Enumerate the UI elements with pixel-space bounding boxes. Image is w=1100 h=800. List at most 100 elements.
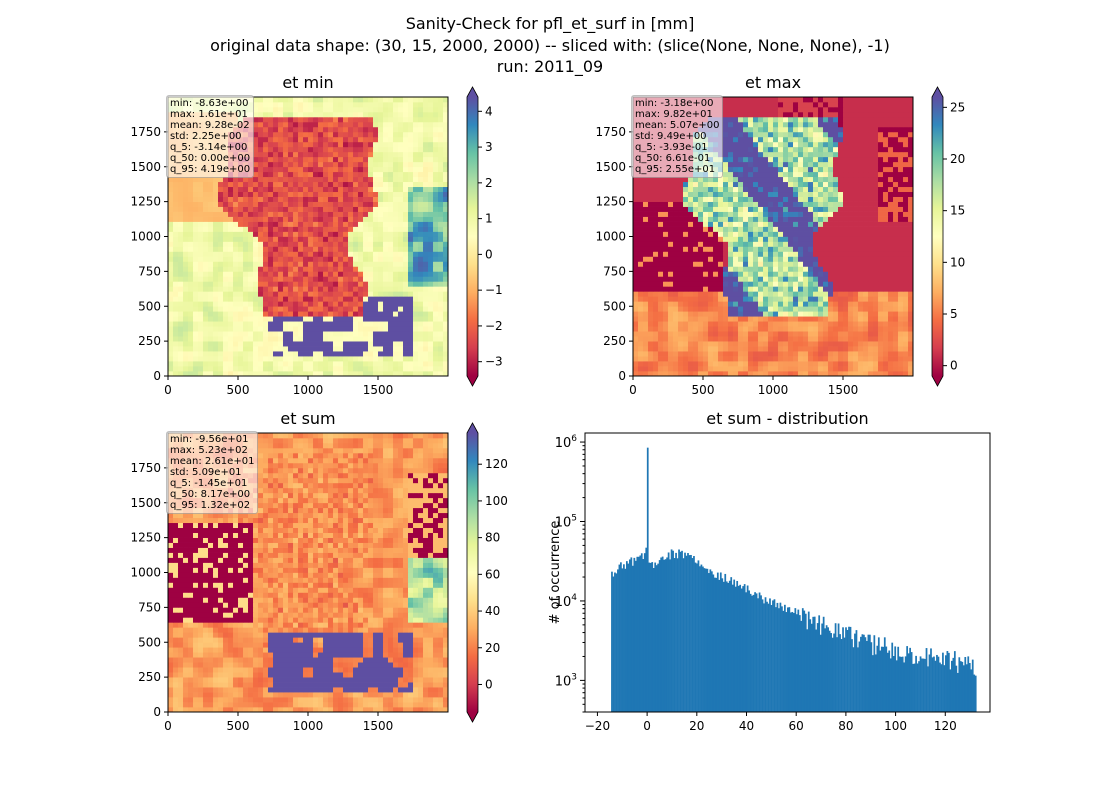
heatmap-cell (843, 276, 849, 282)
heatmap-cell (318, 101, 324, 108)
heatmap-cell (653, 221, 659, 227)
heatmap-cell (373, 291, 379, 297)
heatmap-cell (878, 261, 884, 267)
heatmap-cell (408, 101, 414, 108)
heatmap-cell (248, 186, 254, 193)
heatmap-cell (393, 351, 399, 357)
heatmap-cell (688, 346, 694, 352)
heatmap-cell (343, 131, 349, 138)
heatmap-cell (443, 351, 448, 357)
heatmap-cell (333, 121, 339, 128)
heatmap-cell (278, 201, 284, 207)
heatmap-cell (303, 366, 309, 372)
heatmap-cell (328, 97, 334, 103)
heatmap-cell (383, 231, 389, 237)
heatmap-cell (213, 236, 219, 242)
heatmap-cell (353, 111, 359, 118)
heatmap-cell (283, 241, 289, 247)
heatmap-cell (408, 301, 414, 307)
heatmap-cell (173, 346, 179, 352)
heatmap-cell (178, 216, 184, 222)
heatmap-cell (383, 371, 389, 376)
heatmap-cell (383, 311, 389, 317)
heatmap-cell (248, 271, 254, 277)
heatmap-cell (323, 101, 329, 108)
heatmap-cell (248, 226, 254, 232)
heatmap-cell (723, 266, 729, 272)
heatmap-cell (378, 236, 384, 242)
heatmap-cell (413, 356, 419, 362)
heatmap-cell (783, 301, 789, 307)
heatmap-cell (298, 346, 304, 352)
heatmap-cell (238, 191, 244, 197)
heatmap-cell (433, 266, 439, 272)
heatmap-cell (883, 261, 889, 267)
heatmap-cell (298, 111, 304, 118)
heatmap-cell (288, 101, 294, 108)
heatmap-cell (293, 226, 299, 232)
heatmap-cell (338, 351, 344, 357)
heatmap-cell (693, 341, 699, 347)
heatmap-cell (363, 101, 369, 108)
heatmap-cell (713, 256, 719, 262)
heatmap-cell (643, 366, 649, 372)
heatmap-cell (793, 256, 799, 262)
heatmap-cell (658, 296, 664, 302)
heatmap-cell (433, 161, 439, 168)
heatmap-cell (258, 281, 264, 287)
heatmap-cell (193, 301, 199, 307)
heatmap-cell (423, 281, 429, 287)
heatmap-cell (368, 156, 374, 163)
heatmap-cell (328, 251, 334, 257)
heatmap-cell (673, 306, 679, 312)
heatmap-cell (673, 286, 679, 292)
heatmap-cell (198, 356, 204, 362)
heatmap-cell (218, 316, 224, 322)
heatmap-cell (763, 221, 769, 227)
heatmap-cell (293, 261, 299, 267)
heatmap-cell (288, 286, 294, 292)
heatmap-cell (718, 286, 724, 292)
heatmap-cell (328, 126, 334, 133)
heatmap-cell (283, 231, 289, 237)
heatmap-cell (863, 286, 869, 292)
heatmap-cell (223, 321, 229, 327)
heatmap-cell (363, 366, 369, 372)
heatmap-cell (283, 276, 289, 282)
heatmap-cell (818, 266, 824, 272)
heatmap-cell (708, 356, 714, 362)
heatmap-cell (668, 286, 674, 292)
heatmap-cell (888, 256, 894, 262)
heatmap-cell (328, 151, 334, 158)
heatmap-cell (248, 326, 254, 332)
heatmap-cell (218, 206, 224, 212)
heatmap-cell (703, 271, 709, 277)
heatmap-cell (208, 341, 214, 347)
heatmap-cell (688, 246, 694, 252)
heatmap-cell (263, 166, 269, 173)
heatmap-cell (858, 226, 864, 232)
heatmap-cell (268, 191, 274, 197)
heatmap-cell (708, 256, 714, 262)
heatmap-cell (858, 361, 864, 367)
heatmap-cell (193, 276, 199, 282)
heatmap-cell (253, 246, 259, 252)
heatmap-cell (328, 276, 334, 282)
heatmap-cell (408, 141, 414, 148)
heatmap-cell (438, 351, 444, 357)
heatmap-cell (908, 336, 913, 342)
heatmap-cell (258, 356, 264, 362)
heatmap-cell (643, 306, 649, 312)
heatmap-cell (743, 256, 749, 262)
heatmap-cell (388, 231, 394, 237)
heatmap-cell (308, 136, 314, 143)
heatmap-cell (408, 131, 414, 138)
heatmap-cell (663, 291, 669, 297)
heatmap-cell (183, 286, 189, 292)
heatmap-cell (328, 181, 334, 188)
heatmap-cell (868, 266, 874, 272)
heatmap-cell (738, 371, 744, 376)
heatmap-cell (218, 261, 224, 267)
heatmap-cell (408, 366, 414, 372)
heatmap-cell (308, 311, 314, 317)
